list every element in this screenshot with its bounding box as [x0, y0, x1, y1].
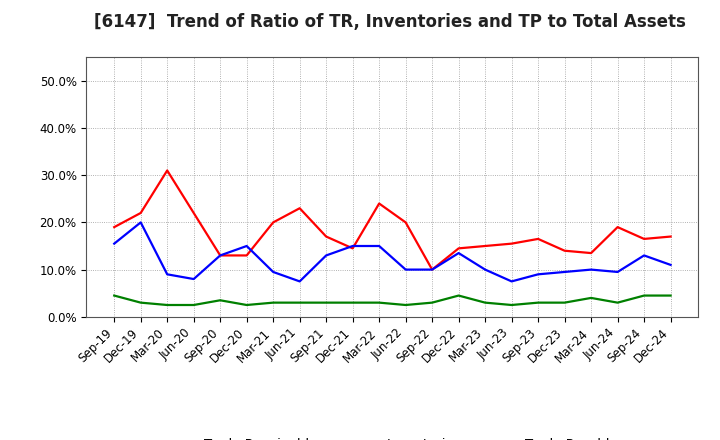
Inventories	[640, 253, 649, 258]
Trade Payables	[640, 293, 649, 298]
Trade Receivables	[401, 220, 410, 225]
Trade Payables	[348, 300, 357, 305]
Trade Payables	[401, 302, 410, 308]
Trade Payables	[243, 302, 251, 308]
Trade Receivables	[216, 253, 225, 258]
Inventories	[560, 269, 569, 275]
Trade Receivables	[428, 267, 436, 272]
Trade Receivables	[587, 250, 595, 256]
Inventories	[375, 243, 384, 249]
Inventories	[216, 253, 225, 258]
Inventories	[243, 243, 251, 249]
Trade Payables	[428, 300, 436, 305]
Trade Receivables	[640, 236, 649, 242]
Inventories	[322, 253, 330, 258]
Trade Payables	[110, 293, 119, 298]
Inventories	[189, 276, 198, 282]
Trade Payables	[560, 300, 569, 305]
Inventories	[295, 279, 304, 284]
Trade Payables	[189, 302, 198, 308]
Trade Payables	[534, 300, 542, 305]
Trade Payables	[216, 297, 225, 303]
Trade Payables	[163, 302, 171, 308]
Trade Receivables	[269, 220, 277, 225]
Inventories	[613, 269, 622, 275]
Trade Receivables	[375, 201, 384, 206]
Trade Payables	[269, 300, 277, 305]
Legend: Trade Receivables, Inventories, Trade Payables: Trade Receivables, Inventories, Trade Pa…	[155, 433, 630, 440]
Trade Payables	[508, 302, 516, 308]
Trade Receivables	[508, 241, 516, 246]
Inventories	[666, 262, 675, 268]
Trade Receivables	[613, 224, 622, 230]
Inventories	[401, 267, 410, 272]
Trade Receivables	[534, 236, 542, 242]
Trade Receivables	[666, 234, 675, 239]
Trade Payables	[666, 293, 675, 298]
Inventories	[587, 267, 595, 272]
Trade Payables	[454, 293, 463, 298]
Trade Receivables	[481, 243, 490, 249]
Trade Payables	[136, 300, 145, 305]
Trade Payables	[322, 300, 330, 305]
Inventories	[269, 269, 277, 275]
Trade Receivables	[322, 234, 330, 239]
Trade Receivables	[243, 253, 251, 258]
Trade Payables	[587, 295, 595, 301]
Trade Payables	[375, 300, 384, 305]
Inventories	[348, 243, 357, 249]
Trade Payables	[481, 300, 490, 305]
Trade Receivables	[454, 246, 463, 251]
Trade Receivables	[295, 205, 304, 211]
Inventories	[428, 267, 436, 272]
Trade Payables	[295, 300, 304, 305]
Trade Payables	[613, 300, 622, 305]
Trade Receivables	[163, 168, 171, 173]
Trade Receivables	[560, 248, 569, 253]
Inventories	[110, 241, 119, 246]
Inventories	[508, 279, 516, 284]
Inventories	[534, 271, 542, 277]
Line: Inventories: Inventories	[114, 222, 670, 282]
Inventories	[136, 220, 145, 225]
Inventories	[163, 271, 171, 277]
Inventories	[481, 267, 490, 272]
Inventories	[454, 250, 463, 256]
Trade Receivables	[348, 246, 357, 251]
Line: Trade Payables: Trade Payables	[114, 296, 670, 305]
Line: Trade Receivables: Trade Receivables	[114, 170, 670, 270]
Trade Receivables	[136, 210, 145, 216]
Text: [6147]  Trend of Ratio of TR, Inventories and TP to Total Assets: [6147] Trend of Ratio of TR, Inventories…	[94, 13, 685, 31]
Trade Receivables	[189, 210, 198, 216]
Trade Receivables	[110, 224, 119, 230]
